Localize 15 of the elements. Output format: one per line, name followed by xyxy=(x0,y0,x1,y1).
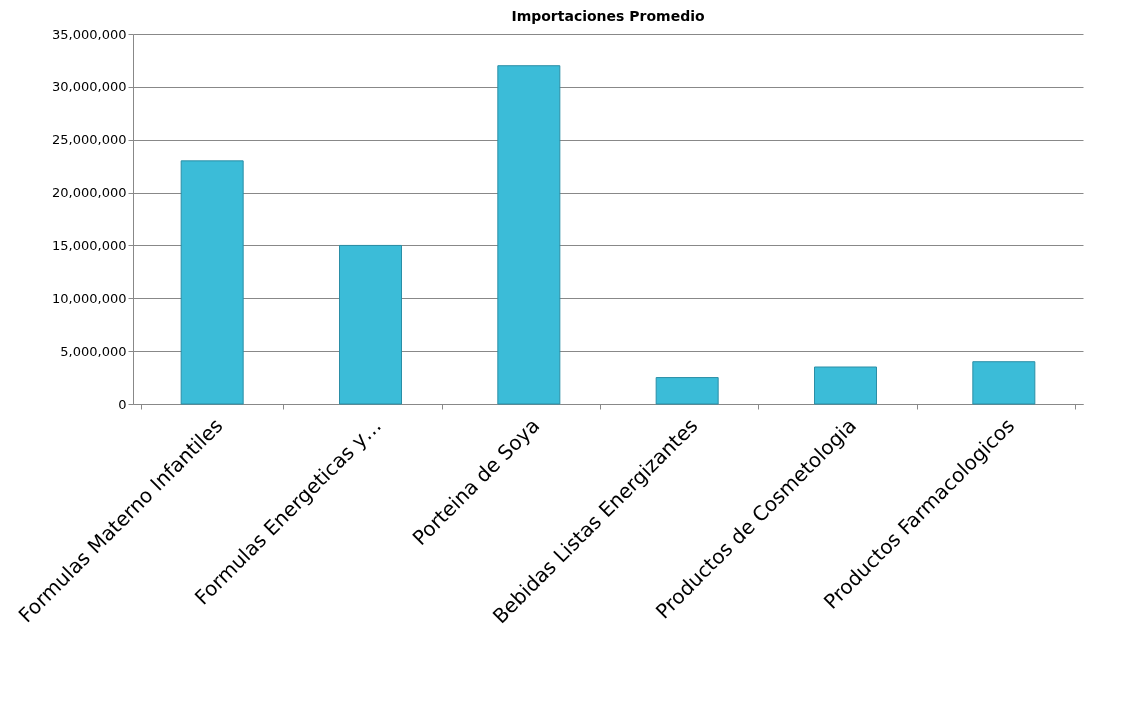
chart-title: Importaciones Promedio xyxy=(511,8,705,24)
y-tick-label: 15,000,000 xyxy=(52,237,127,253)
y-tick-label: 25,000,000 xyxy=(52,132,127,148)
bar xyxy=(814,366,877,405)
bar xyxy=(180,160,244,405)
y-tick-label: 30,000,000 xyxy=(52,79,127,95)
bar xyxy=(497,65,561,405)
y-tick-label: 35,000,000 xyxy=(52,26,127,42)
y-tick-label: 10,000,000 xyxy=(52,290,127,306)
bar xyxy=(655,377,719,405)
y-tick-label: 0 xyxy=(118,396,127,412)
y-tick-label: 20,000,000 xyxy=(52,185,127,201)
bar xyxy=(339,244,402,405)
bar xyxy=(972,361,1036,405)
y-tick-label: 5,000,000 xyxy=(60,343,127,359)
